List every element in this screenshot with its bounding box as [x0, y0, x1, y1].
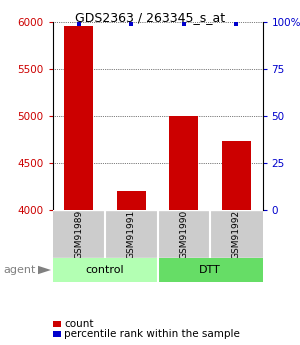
Text: GSM91990: GSM91990 — [179, 209, 188, 259]
Text: GSM91989: GSM91989 — [74, 209, 83, 259]
Text: GSM91992: GSM91992 — [232, 209, 241, 258]
Bar — [169, 116, 198, 210]
Bar — [158, 258, 262, 282]
Text: GSM91991: GSM91991 — [127, 209, 136, 259]
Text: count: count — [64, 319, 93, 328]
Text: GDS2363 / 263345_s_at: GDS2363 / 263345_s_at — [75, 11, 225, 24]
Bar — [117, 191, 146, 210]
Text: DTT: DTT — [199, 265, 221, 275]
Bar — [222, 141, 251, 210]
Bar — [52, 258, 158, 282]
Polygon shape — [38, 266, 51, 274]
Bar — [64, 26, 93, 210]
Text: control: control — [86, 265, 124, 275]
Text: agent: agent — [3, 265, 35, 275]
Text: percentile rank within the sample: percentile rank within the sample — [64, 329, 240, 338]
